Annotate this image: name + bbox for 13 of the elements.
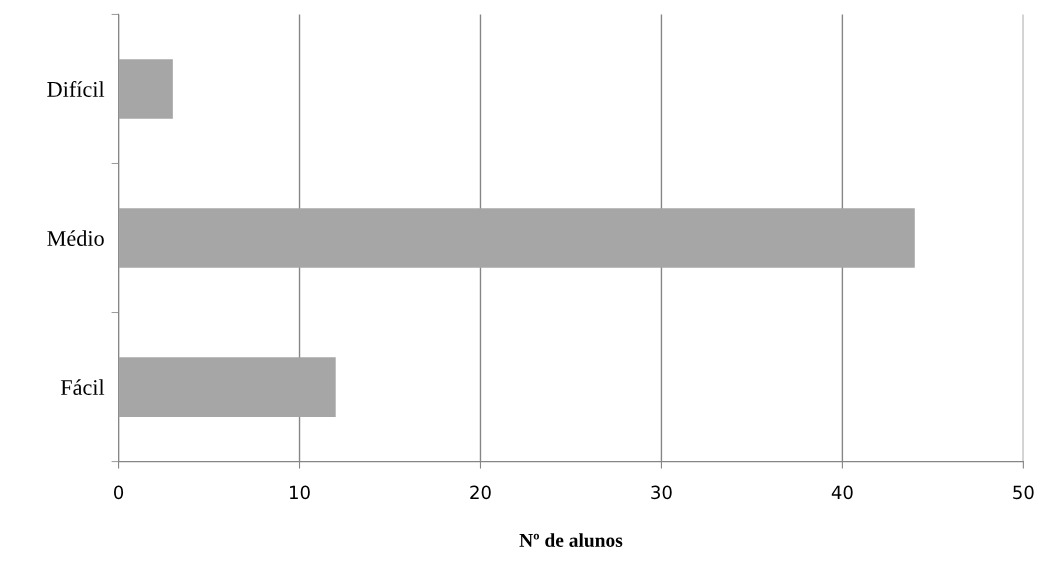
x-tick-label: 30 <box>651 485 672 500</box>
y-tick-label: Fácil <box>60 379 105 395</box>
x-tick-label: 50 <box>1013 485 1034 500</box>
y-tick-label: Médio <box>47 230 104 246</box>
x-tick-label: 40 <box>831 485 853 500</box>
bar <box>118 208 915 268</box>
x-tick-label: 10 <box>290 485 310 500</box>
y-tick-label: Difícil <box>47 81 105 97</box>
x-tick-label: 20 <box>470 485 491 500</box>
bar <box>118 357 336 417</box>
bar <box>118 59 173 119</box>
x-tick-label: 0 <box>114 485 124 500</box>
x-axis-title: Nº de alunos <box>519 533 623 547</box>
